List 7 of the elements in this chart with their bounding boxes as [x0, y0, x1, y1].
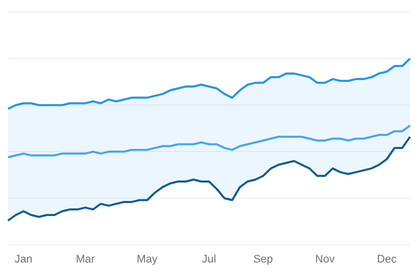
x-tick-label: Dec	[377, 253, 398, 266]
x-tick-label: Mar	[76, 253, 96, 266]
x-tick-label: May	[136, 253, 158, 266]
x-tick-label: Nov	[315, 253, 336, 266]
x-tick-label: Jul	[202, 253, 216, 266]
x-tick-label: Sep	[253, 253, 273, 266]
x-tick-label: Jan	[14, 253, 32, 266]
